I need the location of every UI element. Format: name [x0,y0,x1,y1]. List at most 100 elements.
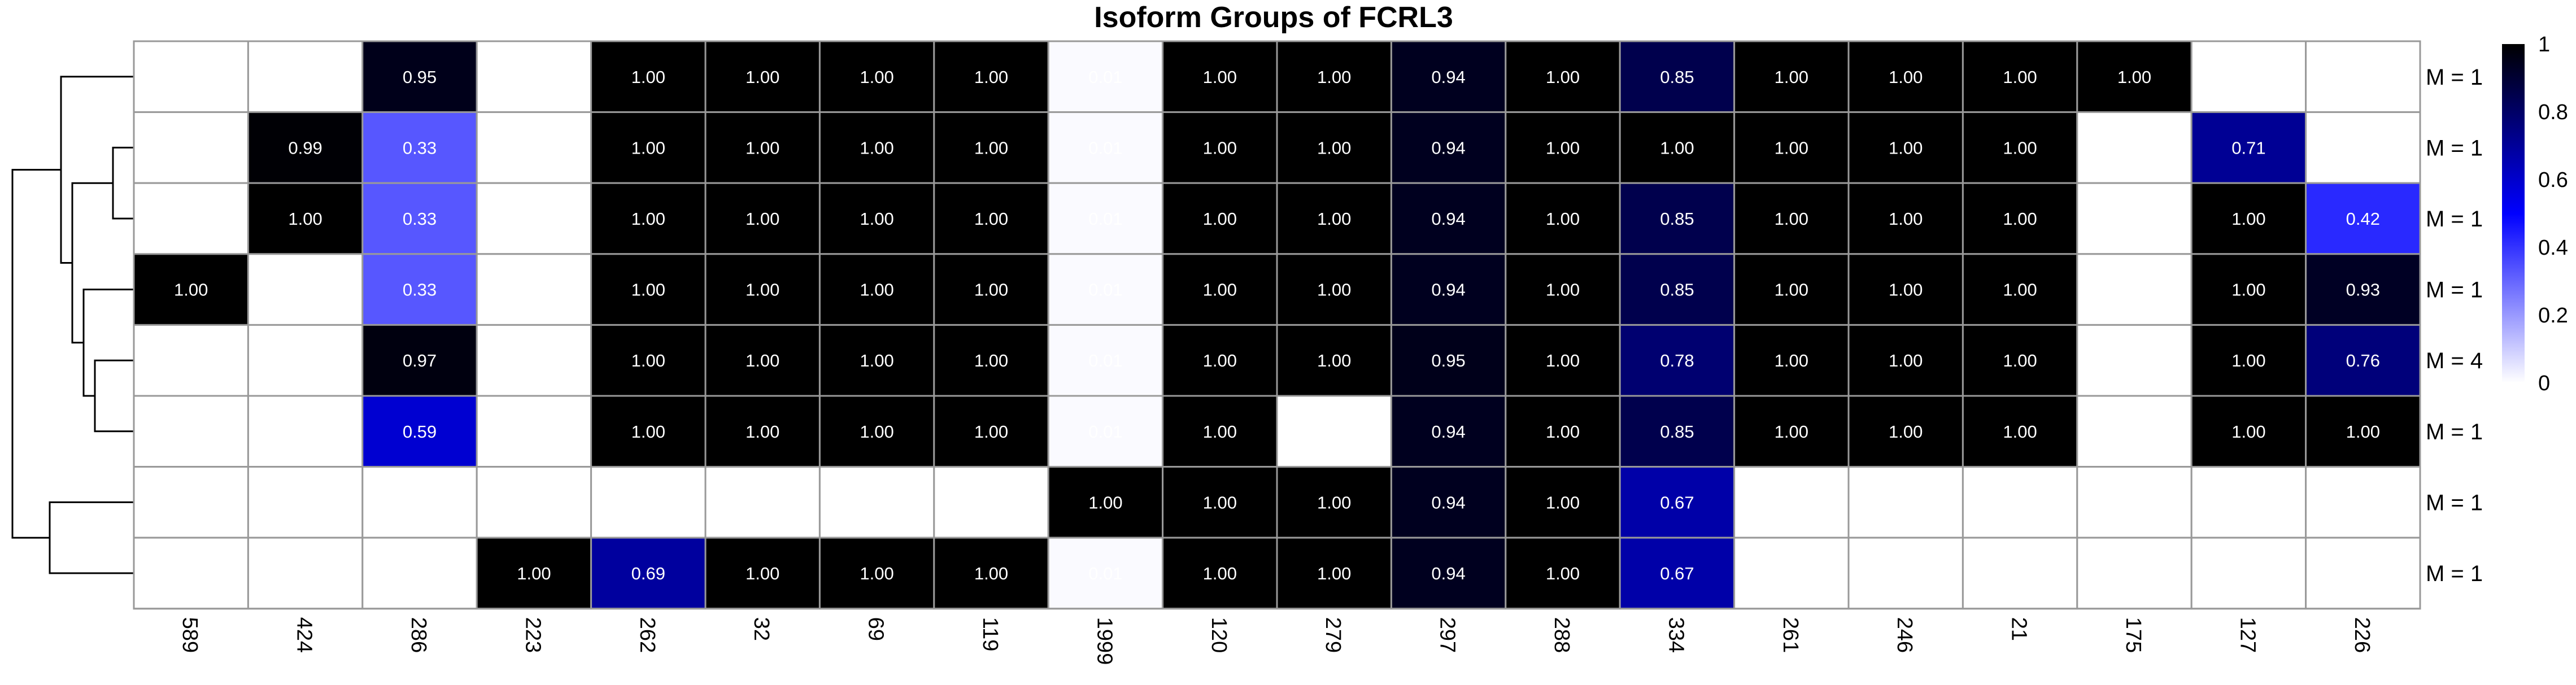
cell-value-label: 0.85 [1660,280,1694,300]
cell-value-label: 1.00 [1317,564,1351,583]
heatmap-cell [704,324,821,397]
heatmap-cell [1390,40,1507,114]
heatmap-cell [133,182,249,255]
heatmap-cell [476,466,592,539]
heatmap-cell [590,466,707,539]
heatmap-cell [1505,253,1621,326]
cell-value-label: 1.00 [1317,209,1351,229]
cell-value-label: 1.00 [746,422,779,442]
row-dendrogram [11,76,134,574]
heatmap-cell [1390,324,1507,397]
cell-value-label: 0.33 [403,209,437,229]
cell-value-label: 1.00 [1203,138,1237,158]
cell-value-label: 1.00 [1317,67,1351,87]
cell-value-label: 1.00 [1203,67,1237,87]
dendrogram-branch [94,359,134,433]
column-label: 279 [1321,617,1345,653]
cell-value-label: 0.42 [2346,209,2380,229]
column-label: 1999 [1092,617,1116,665]
cell-value-label: 0.01 [1088,422,1122,442]
cell-value-label: 1.00 [974,138,1008,158]
cell-value-label: 0.94 [1431,492,1465,512]
legend-tick-label: 0.4 [2538,236,2568,260]
column-label: 175 [2121,617,2145,653]
cell-value-label: 0.85 [1660,209,1694,229]
cell-value-label: 0.01 [1088,67,1122,87]
cell-value-label: 1.00 [860,138,893,158]
cell-value-label: 0.71 [2231,138,2265,158]
dendrogram-branch [11,169,61,539]
heatmap-cell [247,40,364,114]
cell-value-label: 0.94 [1431,209,1465,229]
column-label: 226 [2350,617,2374,653]
heatmap-cell [361,324,478,397]
cell-value-label: 0.67 [1660,564,1694,583]
cell-value-label: 1.00 [1775,351,1808,370]
legend-tick-label: 1 [2538,33,2550,56]
cell-value-label: 1.00 [1203,564,1237,583]
column-label: 286 [407,617,430,653]
heatmap-cell [2305,466,2421,539]
cell-value-label: 1.00 [1203,280,1237,300]
cell-value-label: 1.00 [1546,422,1580,442]
cell-value-label: 1.00 [1317,138,1351,158]
heatmap-cell [1505,324,1621,397]
heatmap-cell [1962,395,2078,468]
cell-value-label: 1.00 [1088,492,1122,512]
cell-value-label: 1.00 [2231,280,2265,300]
legend-tick-label: 0.2 [2538,304,2568,328]
heatmap-cells: 0.95 1.00 1.00 1.00 1.00 0.01 1.00 1.00 0.94 1.00… [133,40,2421,610]
heatmap-cell [818,253,935,326]
heatmap-cell [1962,253,2078,326]
cell-value-label: 1.00 [2003,422,2037,442]
column-label: 223 [521,617,544,653]
cell-value-label: 1.00 [860,67,893,87]
cell-value-label: 1.00 [1889,422,1923,442]
heatmap-cell [1276,395,1392,468]
heatmap-cell [1047,40,1164,114]
cell-value-label: 0.01 [1088,280,1122,300]
cell-value-label: 1.00 [631,351,665,370]
heatmap-cell [2190,40,2307,114]
heatmap-cell [590,395,707,468]
cell-value-label: 1.00 [288,209,322,229]
cell-value-label: 0.33 [403,280,437,300]
cell-value-label: 1.00 [1775,422,1808,442]
cell-value-label: 1.00 [2003,138,2037,158]
heatmap-cell [590,111,707,184]
heatmap-cell [133,111,249,184]
cell-value-label: 1.00 [1889,209,1923,229]
heatmap-cell [476,253,592,326]
cell-value-label: 1.00 [2003,351,2037,370]
cell-value-label: 0.97 [403,351,437,370]
heatmap-cell [1505,536,1621,610]
cell-value-label: 1.00 [1203,209,1237,229]
grid-border [133,40,2421,610]
cell-value-label: 0.76 [2346,351,2380,370]
column-label: 127 [2235,617,2259,653]
heatmap-cell [1847,536,1964,610]
heatmap-cell [1733,466,1850,539]
heatmap-cell [1733,324,1850,397]
cell-value-label: 0.67 [1660,492,1694,512]
cell-value-label: 0.94 [1431,138,1465,158]
heatmap-cell [704,253,821,326]
dendrogram-branch [49,501,134,574]
heatmap-cell [1962,40,2078,114]
heatmap-cell [933,536,1049,610]
heatmap-cell [247,395,364,468]
column-label: 69 [864,617,888,641]
heatmap-cell [2190,536,2307,610]
cell-value-label: 1.00 [746,280,779,300]
cell-value-label: 0.01 [1088,564,1122,583]
heatmap-cell [1733,536,1850,610]
cell-value-label: 1.00 [517,564,551,583]
heatmap-cell [1390,253,1507,326]
heatmap-cell [590,253,707,326]
column-label: 119 [978,617,1002,652]
heatmap-cell [1505,40,1621,114]
heatmap-cell [1847,466,1964,539]
row-label: M = 1 [2426,420,2483,444]
row-label: M = 1 [2426,136,2483,160]
